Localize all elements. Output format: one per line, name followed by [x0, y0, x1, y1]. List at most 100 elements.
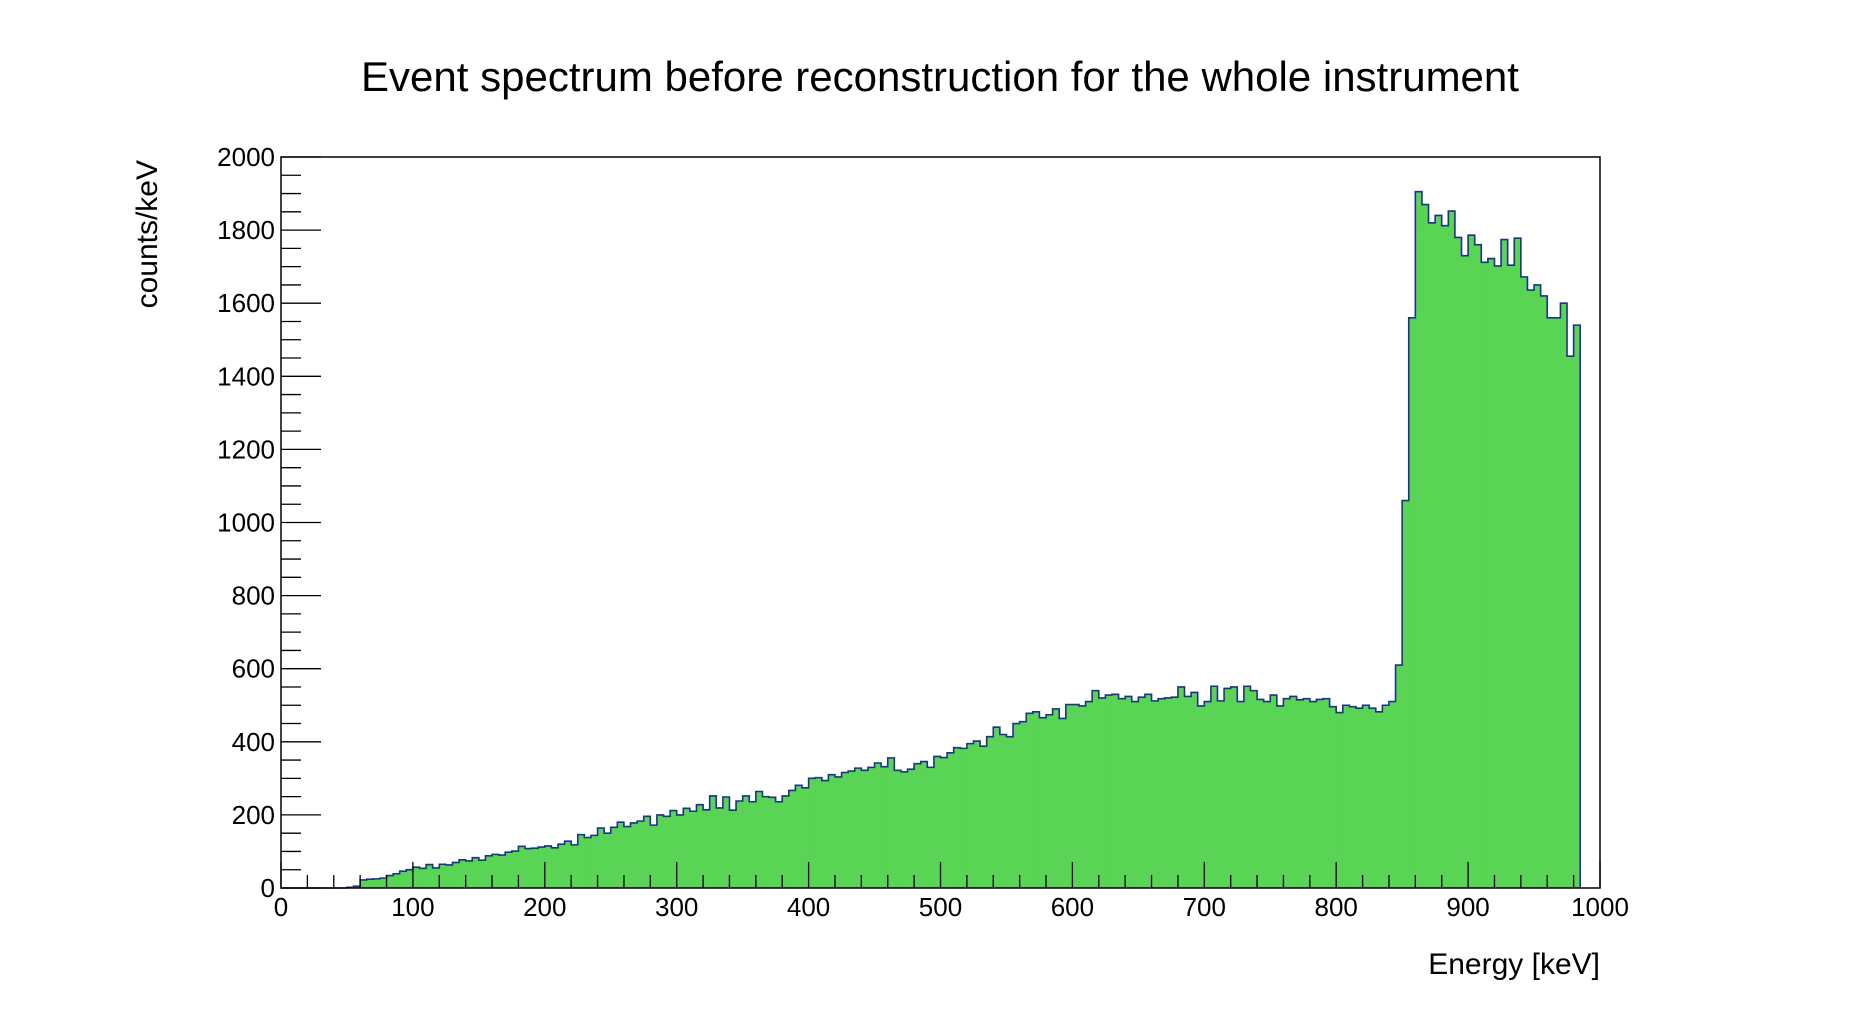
histogram-bin [953, 747, 961, 888]
histogram-bin [379, 878, 387, 888]
x-tick-label: 200 [523, 892, 566, 922]
axis-tick-labels: 0 100 200 300 400 500 600 700 800 900 1000 0 200 400 6… [217, 142, 1629, 922]
histogram-bin [597, 828, 605, 888]
histogram-bin [1520, 276, 1528, 888]
histogram-bin [445, 864, 453, 888]
histogram-bin [821, 780, 829, 888]
histogram-bin [1144, 694, 1152, 888]
histogram-bin [894, 770, 902, 888]
histogram-bin [1026, 713, 1034, 888]
histogram-bin [1046, 714, 1054, 888]
histogram-bin [584, 837, 592, 888]
histogram-bin [1501, 239, 1509, 888]
histogram-bin [1197, 705, 1205, 888]
histogram-outline [281, 190, 1582, 889]
histogram-bin [696, 804, 704, 888]
histogram-bin [762, 796, 770, 888]
histogram-bin [755, 791, 763, 888]
histogram-bin [999, 734, 1007, 888]
histogram-bin [1105, 695, 1113, 888]
histogram-bin [1283, 698, 1291, 888]
histogram-bin [439, 864, 447, 888]
histogram-bin [1514, 238, 1522, 889]
histogram-bin [564, 841, 572, 888]
histogram-bin [881, 766, 889, 888]
histogram-bin [656, 814, 664, 888]
histogram-bin [1184, 696, 1192, 888]
y-tick-label: 1000 [217, 508, 275, 538]
histogram-bin [1276, 705, 1284, 888]
histogram-bin [1171, 697, 1179, 888]
y-tick-label: 1600 [217, 288, 275, 318]
histogram-bin [802, 787, 809, 888]
histogram-bin [1323, 698, 1331, 888]
histogram-bin [1237, 701, 1245, 888]
histogram-bin [538, 847, 546, 888]
histogram-bin [1494, 265, 1502, 888]
histogram-bin [1448, 211, 1456, 888]
histogram-bin [1098, 697, 1106, 888]
histogram-bin [1230, 686, 1238, 888]
histogram-bin [1441, 225, 1449, 889]
histogram-bin [1013, 723, 1021, 888]
histogram-bin [1296, 699, 1304, 888]
histogram-bin [1006, 736, 1014, 888]
histogram-bin [531, 848, 539, 888]
histogram-bin [808, 778, 816, 888]
histogram-bin [1342, 705, 1350, 888]
histogram-bin [1204, 701, 1212, 888]
histogram-bin [1052, 708, 1060, 888]
plot-frame [280, 156, 1601, 889]
histogram-bin [1369, 708, 1377, 888]
histogram-bin [1270, 695, 1278, 888]
histogram-bin [452, 862, 460, 888]
histogram-bin [617, 822, 625, 888]
histogram-bin [393, 873, 401, 888]
histogram-bin [1461, 255, 1469, 888]
histogram-bin [749, 801, 757, 888]
histogram-bin [465, 860, 473, 888]
histogram-bin [1375, 711, 1383, 888]
histogram-bin [373, 878, 381, 888]
histogram-bin [775, 801, 783, 888]
histogram-bin [1290, 696, 1298, 888]
histogram-bin [1164, 697, 1172, 888]
y-tick-label: 1200 [217, 434, 275, 464]
histogram-bin [867, 767, 875, 888]
histogram-bin [1309, 701, 1317, 888]
histogram-bin [498, 855, 506, 888]
histogram-bin [1250, 690, 1258, 888]
histogram-bin [551, 847, 559, 888]
histogram-bin [914, 763, 922, 888]
histogram-bin [841, 772, 849, 888]
histogram-bin [623, 826, 631, 888]
histogram-bin [386, 875, 394, 888]
chart-title: Event spectrum before reconstruction for… [361, 53, 1519, 100]
histogram-bin [861, 770, 869, 888]
histogram-bin [571, 844, 579, 888]
histogram-bin [1428, 222, 1436, 889]
histogram-bin [1468, 235, 1476, 889]
histogram-bin [736, 801, 744, 888]
histogram-bin [412, 867, 420, 888]
histogram-bin [676, 814, 684, 888]
histogram-bin [630, 822, 638, 888]
histogram-bin [366, 879, 374, 888]
histogram-bin [1507, 265, 1515, 888]
histogram-bin [1540, 295, 1548, 888]
histogram-bin [1534, 284, 1542, 888]
histogram-bin [874, 762, 882, 888]
histogram-bin [1421, 204, 1429, 888]
histogram-layer [281, 190, 1582, 889]
x-tick-label: 600 [1051, 892, 1094, 922]
histogram-bin [828, 774, 836, 888]
histogram-bin [1138, 697, 1146, 888]
histogram-bin [670, 810, 678, 888]
x-tick-label: 900 [1446, 892, 1489, 922]
histogram-bin [1092, 690, 1100, 888]
histogram-bin [1474, 244, 1482, 889]
histogram-bin [848, 771, 856, 888]
histogram-bin [1395, 665, 1403, 888]
histogram-bin [834, 776, 842, 888]
histogram-bin [1078, 705, 1086, 888]
